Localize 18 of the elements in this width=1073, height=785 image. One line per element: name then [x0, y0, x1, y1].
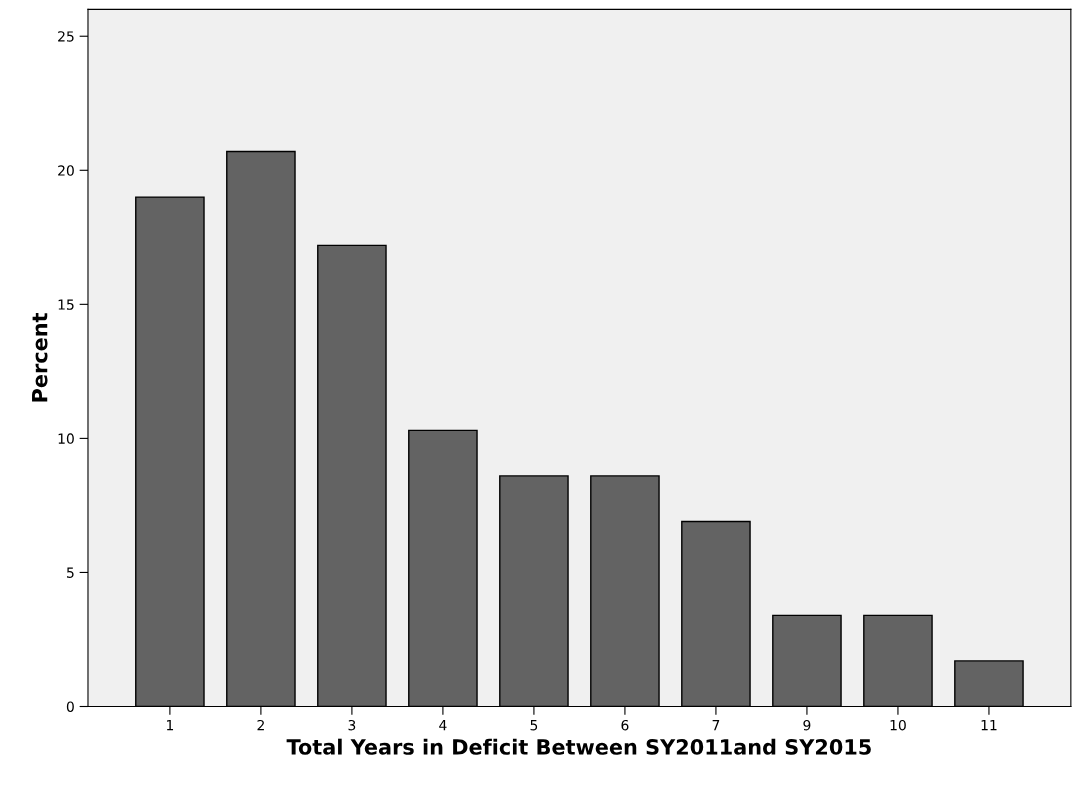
y-tick-label: 20: [58, 165, 74, 176]
x-tick-label: 2: [257, 719, 264, 731]
x-tick-label: 3: [348, 719, 356, 731]
x-tick-label: 9: [803, 719, 811, 731]
y-tick-label: 25: [58, 31, 74, 42]
x-tick-label: 5: [530, 720, 538, 731]
x-tick-label: 7: [712, 720, 720, 731]
x-tick-label: 6: [621, 719, 629, 731]
x-tick-label: 11: [981, 720, 997, 731]
y-axis-title: Percent: [32, 312, 48, 402]
x-tick-label: 1: [167, 720, 174, 731]
x-axis-title: Total Years in Deficit Between SY2011and SY2015: [286, 738, 871, 755]
y-tick-label: 5: [67, 567, 74, 578]
x-tick-label: 4: [439, 720, 447, 731]
y-tick-label: 10: [58, 433, 74, 444]
y-tick-label: 0: [66, 701, 74, 712]
y-tick-label: 15: [58, 299, 74, 310]
x-tick-label: 10: [890, 719, 906, 731]
